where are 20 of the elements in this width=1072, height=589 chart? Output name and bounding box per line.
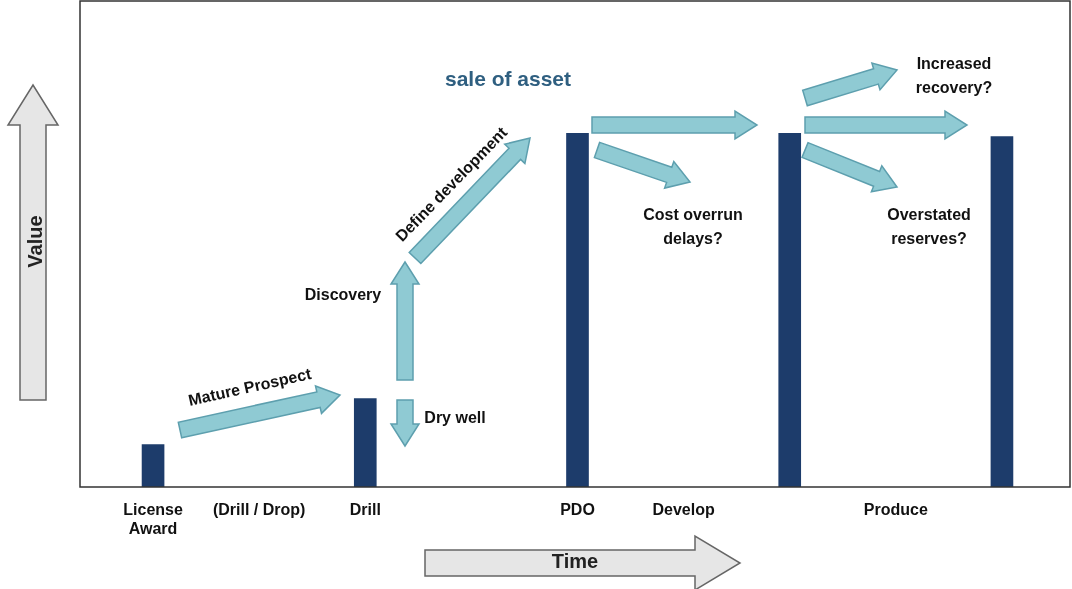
x-tick-label: Develop bbox=[652, 501, 715, 519]
text: Increased recovery? bbox=[915, 55, 993, 97]
x-tick-label: (Drill / Drop) bbox=[212, 501, 306, 519]
annotation: Discovery bbox=[304, 286, 382, 304]
annotation: Dry well bbox=[424, 409, 486, 427]
x-tick-label: Produce bbox=[863, 501, 928, 519]
annotation: Cost overrun delays? bbox=[643, 206, 743, 248]
annotation: Mature Prospect bbox=[186, 364, 314, 409]
chart-title: sale of asset bbox=[444, 66, 572, 90]
bar bbox=[566, 133, 589, 487]
x-tick-label: Drill bbox=[349, 501, 381, 519]
x-tick-label: License Award bbox=[123, 501, 183, 538]
bar bbox=[778, 133, 802, 487]
y-axis-title: Value bbox=[23, 214, 47, 270]
x-axis-title: Time bbox=[550, 550, 600, 573]
bar bbox=[141, 444, 165, 487]
annotation: Overstated reserves? bbox=[887, 206, 971, 248]
bar bbox=[990, 136, 1014, 487]
bar bbox=[353, 398, 377, 487]
x-tick-label: PDO bbox=[560, 501, 595, 519]
